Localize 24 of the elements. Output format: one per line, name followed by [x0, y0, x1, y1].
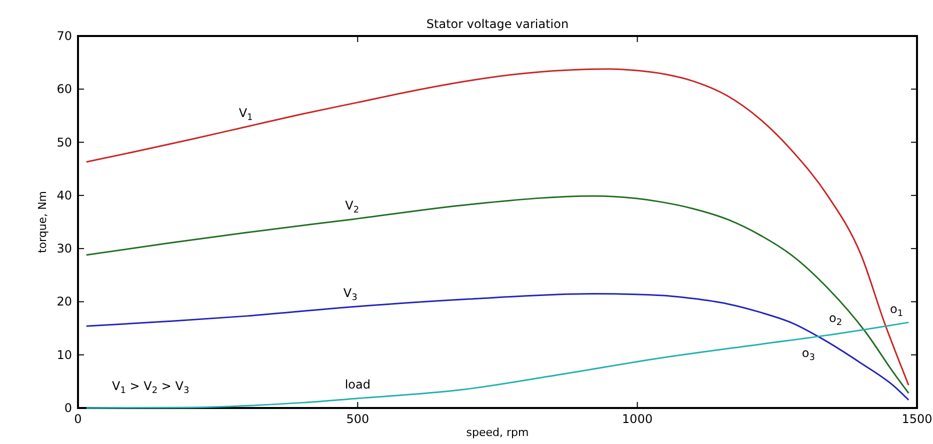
annotation: o$_{1}$ — [890, 302, 904, 319]
y-tick-label: 40 — [56, 188, 72, 202]
series-label: load — [344, 377, 370, 392]
x-tick-label: 500 — [346, 412, 370, 426]
y-tick-label: 70 — [56, 29, 72, 43]
series-label: V$_{2}$ — [345, 198, 360, 216]
y-tick-label: 0 — [64, 401, 72, 415]
y-tick-label: 30 — [56, 242, 72, 256]
x-tick-label: 1500 — [902, 412, 932, 426]
y-tick-label: 20 — [56, 294, 72, 309]
chart-title: Stator voltage variation — [426, 17, 569, 31]
annotation: o$_{2}$ — [829, 311, 842, 328]
y-tick-label: 60 — [56, 82, 72, 96]
annotation: V$_{1}$ > V$_{2}$ > V$_{3}$ — [112, 379, 190, 396]
x-tick-label: 0 — [74, 412, 82, 426]
line-series — [86, 195, 910, 394]
annotation: o$_{3}$ — [802, 346, 816, 363]
series-label: V$_{3}$ — [343, 286, 358, 303]
x-axis-title: speed, rpm — [466, 426, 529, 439]
x-tick-label: 1000 — [622, 412, 653, 426]
y-tick-label: 50 — [56, 135, 72, 150]
y-tick-label: 10 — [56, 348, 72, 362]
series-label: V$_{1}$ — [238, 106, 253, 123]
y-axis-title: torque, Nm — [36, 190, 49, 254]
